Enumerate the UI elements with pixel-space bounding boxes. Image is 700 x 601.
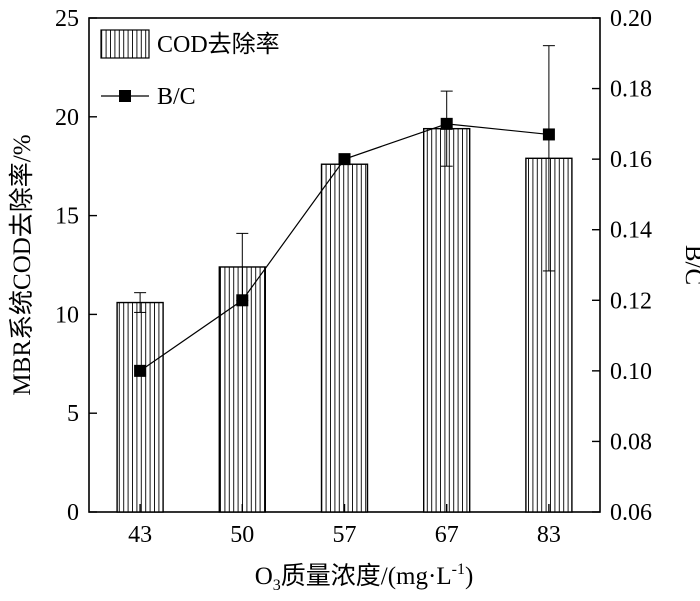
x-tick-label: 67 [435,522,459,548]
bar [423,127,471,513]
x-tick-label: 83 [537,522,561,548]
left-axis-ticks: 0 5 10 15 20 25 [55,6,97,526]
line-series [134,117,555,377]
right-tick-label: 0.08 [610,429,652,455]
left-tick-label: 20 [55,105,79,131]
left-tick-label: 5 [67,401,79,427]
legend-bar-swatch [100,29,150,59]
right-axis-title: B/C [680,245,700,285]
x-tick-label: 57 [333,522,357,548]
right-tick-label: 0.16 [610,147,652,173]
right-tick-label: 0.20 [610,6,652,32]
bc-point [134,364,147,377]
right-tick-label: 0.10 [610,359,652,385]
bar-series [116,127,573,513]
x-axis-title-part: 3 [273,577,281,594]
x-axis-title-part: ) [465,563,473,590]
right-tick-label: 0.06 [610,500,652,526]
left-tick-label: 15 [55,204,79,230]
x-tick-label: 50 [230,522,254,548]
bc-point [542,128,555,141]
bar [320,163,369,513]
x-tick-label: 43 [128,522,152,548]
right-tick-label: 0.18 [610,77,652,103]
right-tick-label: 0.14 [610,218,652,244]
legend: COD去除率 B/C [100,29,280,110]
x-axis-title-part: -1 [452,561,465,578]
legend-line-marker [119,90,131,102]
bc-point [236,294,249,307]
left-tick-label: 10 [55,302,79,328]
x-axis-title-part: 质量浓度/(mg·L [281,562,452,590]
bc-point [440,117,453,130]
right-tick-label: 0.12 [610,288,652,314]
x-axis-title: O3质量浓度/(mg·L-1) [255,561,474,594]
legend-bar-label: COD去除率 [157,31,280,58]
bc-point [338,153,351,166]
left-tick-label: 25 [55,6,79,32]
x-axis-title-part: O [255,563,273,590]
legend-line-label: B/C [157,84,196,110]
x-axis-ticks: 43 50 57 67 83 [128,504,561,548]
left-axis-title: MBR系统COD去除率/% [8,134,36,395]
bar [116,301,164,513]
right-axis-ticks: 0.06 0.08 0.10 0.12 0.14 0.16 0.18 0.20 [592,6,652,526]
left-tick-label: 0 [67,500,79,526]
